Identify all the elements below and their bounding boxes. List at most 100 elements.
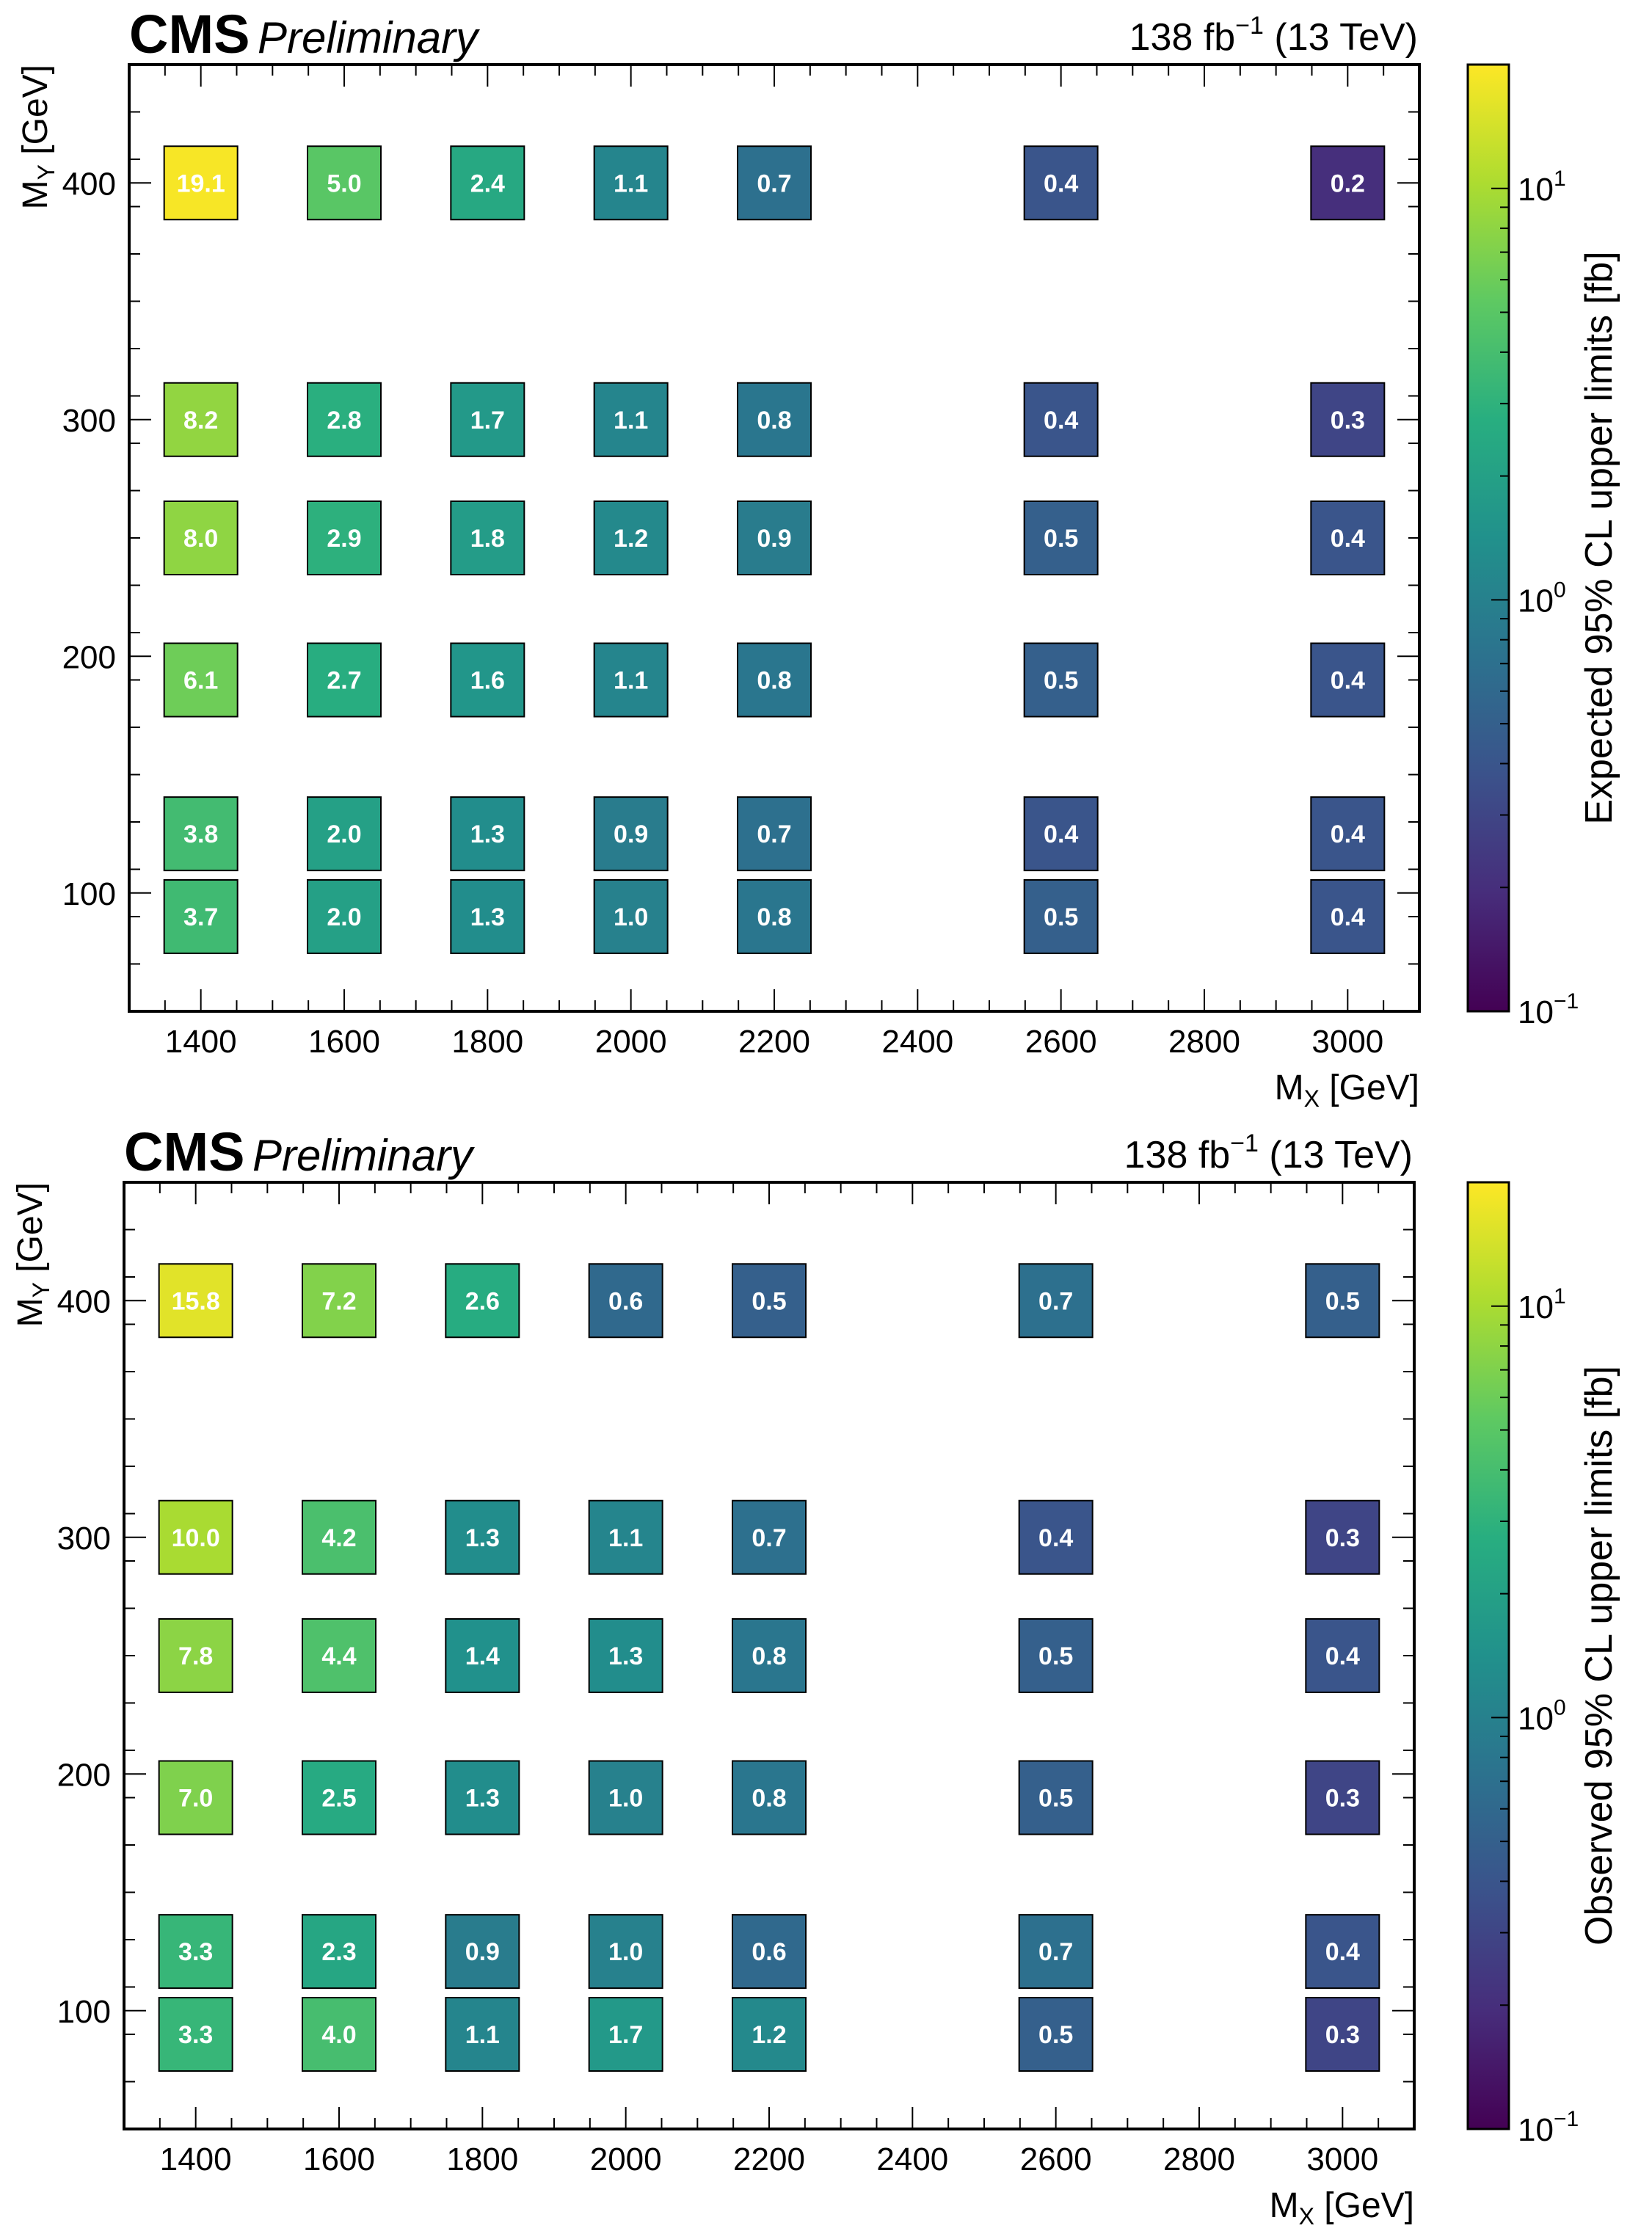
heatmap-cell	[1018, 1760, 1094, 1835]
energy-value: (13 TeV)	[1264, 16, 1418, 59]
lumi-exponent: −1	[1230, 1129, 1259, 1157]
cell-value-label: 0.3	[1325, 1524, 1360, 1552]
heatmap-cell	[158, 1263, 233, 1339]
heatmap-cell	[302, 1914, 376, 1990]
heatmap-cell	[302, 1760, 376, 1835]
cell-value-label: 0.5	[1038, 1642, 1073, 1670]
cell-value-label: 0.5	[752, 1287, 786, 1315]
heatmap-cell	[163, 145, 239, 221]
heatmap-cell	[445, 1618, 520, 1693]
heatmap-cell	[588, 1997, 663, 2072]
energy-value: (13 TeV)	[1259, 1134, 1413, 1176]
x-tick-label: 3000	[1306, 2141, 1378, 2177]
luminosity-label: 138 fb−1 (13 TeV)	[1129, 12, 1418, 59]
cell-value-label: 4.0	[321, 2021, 356, 2049]
cell-value-label: 0.8	[757, 903, 791, 931]
cell-value-label: 0.3	[1331, 407, 1365, 434]
cell-value-label: 1.3	[465, 1785, 500, 1813]
heatmap-cell	[158, 1760, 233, 1835]
cell-value-label: 0.5	[1038, 2021, 1073, 2049]
cell-value-label: 0.4	[1331, 667, 1365, 695]
heatmap-cell	[302, 1263, 376, 1339]
cell-value-label: 0.6	[752, 1938, 786, 1966]
heatmap-cell	[732, 1760, 807, 1835]
heatmap-cell	[737, 796, 812, 872]
colorbar-tick-base: 10	[1518, 1289, 1554, 1325]
cell-value-label: 7.0	[178, 1785, 213, 1813]
cell-value-label: 2.4	[470, 170, 505, 197]
cell-value-label: 0.3	[1325, 2021, 1360, 2049]
cell-value-label: 0.4	[1331, 820, 1365, 848]
heatmap-cell	[158, 1914, 233, 1990]
heatmap-cell	[1310, 382, 1386, 457]
heatmap-cell	[1305, 1499, 1380, 1575]
cell-value-label: 0.3	[1325, 1785, 1360, 1813]
heatmap-cell	[588, 1618, 663, 1693]
y-tick-label: 200	[62, 639, 116, 675]
y-axis-label: MY [GeV]	[16, 65, 59, 209]
lumi-value: 138 fb	[1124, 1134, 1231, 1176]
colorbar-tick-base: 10	[1518, 172, 1554, 208]
heatmap-cell	[158, 1499, 233, 1575]
heatmap-cell	[1023, 145, 1099, 221]
cell-value-label: 0.4	[1331, 903, 1365, 931]
cell-value-label: 3.8	[183, 820, 218, 848]
cell-value-label: 0.8	[752, 1642, 786, 1670]
luminosity-label: 138 fb−1 (13 TeV)	[1124, 1129, 1413, 1176]
x-tick-label: 2400	[876, 2141, 948, 2177]
x-tick-label: 2800	[1168, 1024, 1240, 1060]
x-tick-label: 1600	[303, 2141, 375, 2177]
expected-limits-panel: CMS Preliminary 138 fb−1 (13 TeV)19.1 5.0 2.…	[16, 4, 1620, 1112]
cell-value-label: 8.0	[183, 525, 218, 553]
colorbar-tick-exponent: 1	[1554, 1284, 1566, 1309]
heatmap-cell	[158, 1997, 233, 2072]
cell-value-label: 2.7	[327, 667, 361, 695]
heatmap-cell	[1310, 642, 1386, 718]
x-axis-label: MX [GeV]	[1270, 2186, 1414, 2230]
cell-value-label: 0.4	[1331, 525, 1365, 553]
cell-value-label: 1.1	[614, 407, 648, 434]
heatmap-cell	[588, 1760, 663, 1835]
heatmap-cell	[732, 1499, 807, 1575]
heatmap-cell	[1310, 796, 1386, 872]
colorbar-tick-base: 10	[1518, 583, 1554, 619]
cell-value-label: 0.4	[1325, 1938, 1360, 1966]
heatmap-cell	[1023, 382, 1099, 457]
heatmap-cell	[163, 642, 239, 718]
heatmap-cell	[1305, 1997, 1380, 2072]
cell-value-label: 0.5	[1044, 525, 1078, 553]
y-axis-subscript: Y	[28, 1282, 54, 1298]
cell-value-label: 1.3	[470, 820, 505, 848]
heatmap-cell	[737, 382, 812, 457]
heatmap-cell	[450, 796, 525, 872]
cell-value-label: 10.0	[172, 1524, 220, 1552]
heatmap-cell	[593, 145, 669, 221]
heatmap-cell	[445, 1499, 520, 1575]
cell-value-label: 2.0	[327, 820, 361, 848]
heatmap-cell	[593, 501, 669, 575]
cell-value-label: 0.7	[752, 1524, 786, 1552]
cell-value-label: 2.9	[327, 525, 361, 553]
heatmap-cell	[737, 501, 812, 575]
cell-value-label: 1.2	[752, 2021, 786, 2049]
lumi-value: 138 fb	[1129, 16, 1236, 59]
x-tick-label: 2600	[1020, 2141, 1092, 2177]
heatmap-cell	[163, 382, 239, 457]
status-label: Preliminary	[252, 1131, 476, 1180]
x-tick-label: 3000	[1311, 1024, 1383, 1060]
heatmap-cell	[302, 1618, 376, 1693]
y-axis-unit: [GeV]	[11, 1182, 50, 1282]
heatmap-cell	[593, 642, 669, 718]
x-axis-subscript: X	[1299, 2203, 1314, 2230]
colorbar	[1466, 63, 1510, 1013]
heatmap-cell	[593, 879, 669, 954]
x-axis-label: MX [GeV]	[1275, 1069, 1419, 1112]
heatmap-cell	[445, 1997, 520, 2072]
y-tick-label: 400	[62, 166, 116, 202]
heatmap-cell	[302, 1997, 376, 2072]
cell-value-label: 1.3	[470, 903, 505, 931]
cell-value-label: 0.7	[757, 820, 791, 848]
colorbar-tick-base: 10	[1518, 2112, 1554, 2148]
colorbar-label: Expected 95% CL upper limits [fb]	[1578, 251, 1620, 824]
